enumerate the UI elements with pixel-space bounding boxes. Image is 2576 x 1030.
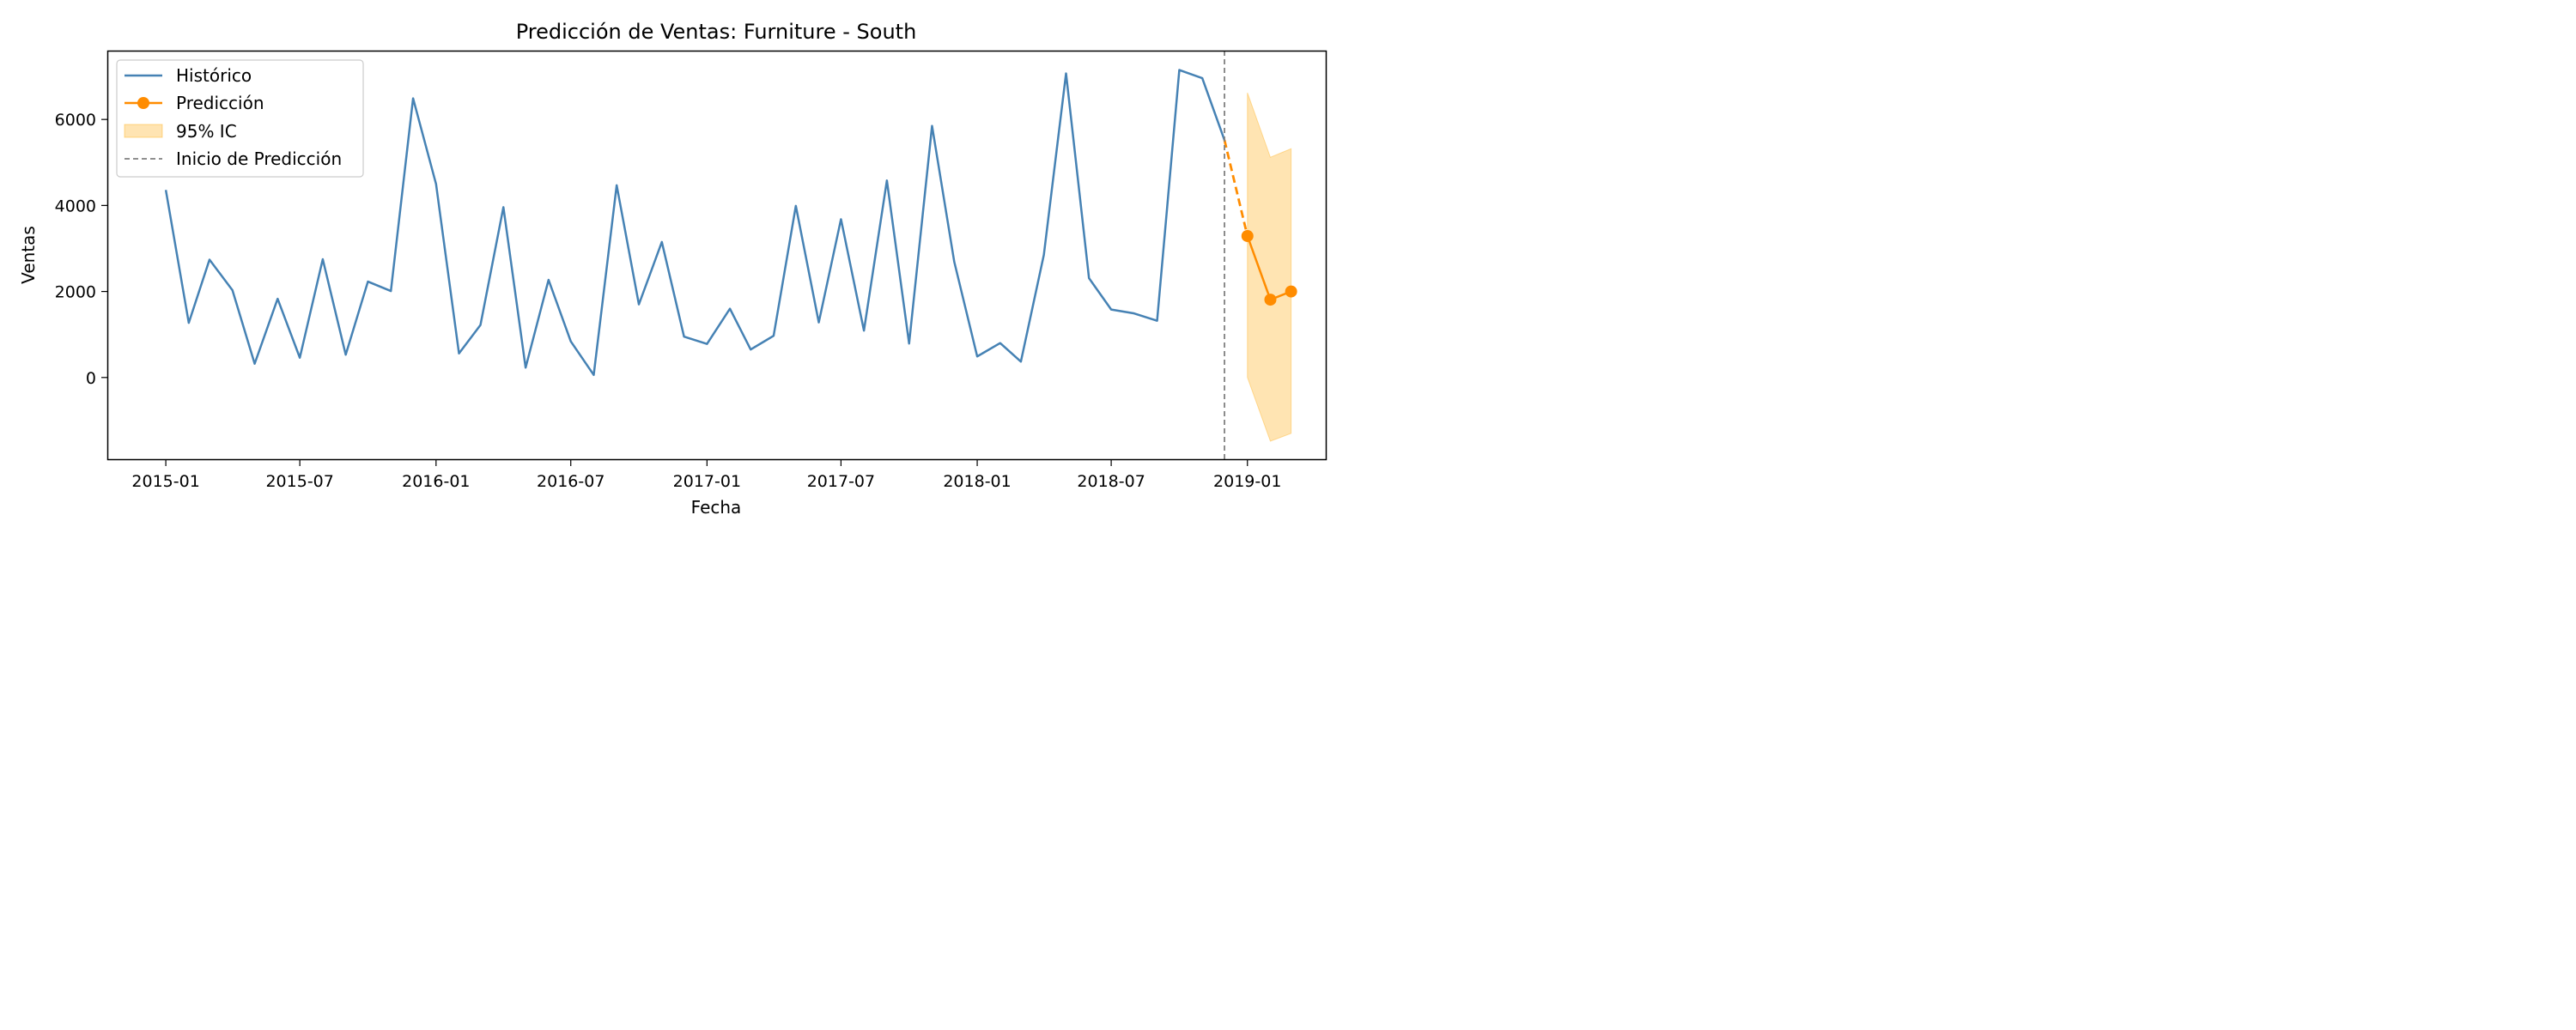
y-axis-label: Ventas <box>18 226 39 284</box>
legend-inicio-label: Inicio de Predicción <box>176 148 342 169</box>
x-tick-label: 2016-01 <box>402 472 470 491</box>
chart: Predicción de Ventas: Furniture - South … <box>0 0 1346 538</box>
x-axis-ticks: 2015-01 2015-07 2016-01 2016-07 2017-01 2017-… <box>131 460 1281 491</box>
prediccion-point <box>1241 229 1254 242</box>
y-axis-ticks: 0 2000 4000 6000 <box>55 111 107 388</box>
chart-title: Predicción de Ventas: Furniture - South <box>516 20 917 44</box>
x-tick-label: 2018-07 <box>1077 472 1145 491</box>
y-tick-label: 0 <box>86 369 96 388</box>
x-tick-label: 2019-01 <box>1213 472 1281 491</box>
x-tick-label: 2015-01 <box>131 472 199 491</box>
prediccion-point <box>1264 294 1277 306</box>
prediccion-layer <box>1223 139 1297 306</box>
historico-line <box>164 69 1226 377</box>
legend-ic-swatch <box>124 124 163 138</box>
x-tick-label: 2015-07 <box>265 472 333 491</box>
legend-prediccion-label: Predicción <box>176 93 264 113</box>
x-axis-label: Fecha <box>691 497 742 518</box>
y-tick-label: 4000 <box>55 197 96 215</box>
historico-layer <box>164 69 1226 377</box>
y-tick-label: 2000 <box>55 283 96 302</box>
legend: Histórico Predicción 95% IC Inicio de Pr… <box>116 59 364 178</box>
ci-band-layer <box>1247 92 1292 442</box>
x-tick-label: 2018-01 <box>943 472 1011 491</box>
legend-box <box>116 59 364 178</box>
prediccion-point <box>1285 285 1297 298</box>
prediccion-connector-line <box>1223 139 1249 237</box>
legend-historico-label: Histórico <box>176 65 252 86</box>
x-tick-label: 2017-01 <box>673 472 741 491</box>
plot-frame <box>106 50 1327 461</box>
legend-prediccion-marker <box>137 97 149 109</box>
ci-band <box>1247 92 1292 442</box>
y-tick-label: 6000 <box>55 111 96 130</box>
legend-ic-label: 95% IC <box>176 121 237 142</box>
x-tick-label: 2016-07 <box>537 472 605 491</box>
plot-area <box>106 50 1327 461</box>
x-tick-label: 2017-07 <box>807 472 875 491</box>
